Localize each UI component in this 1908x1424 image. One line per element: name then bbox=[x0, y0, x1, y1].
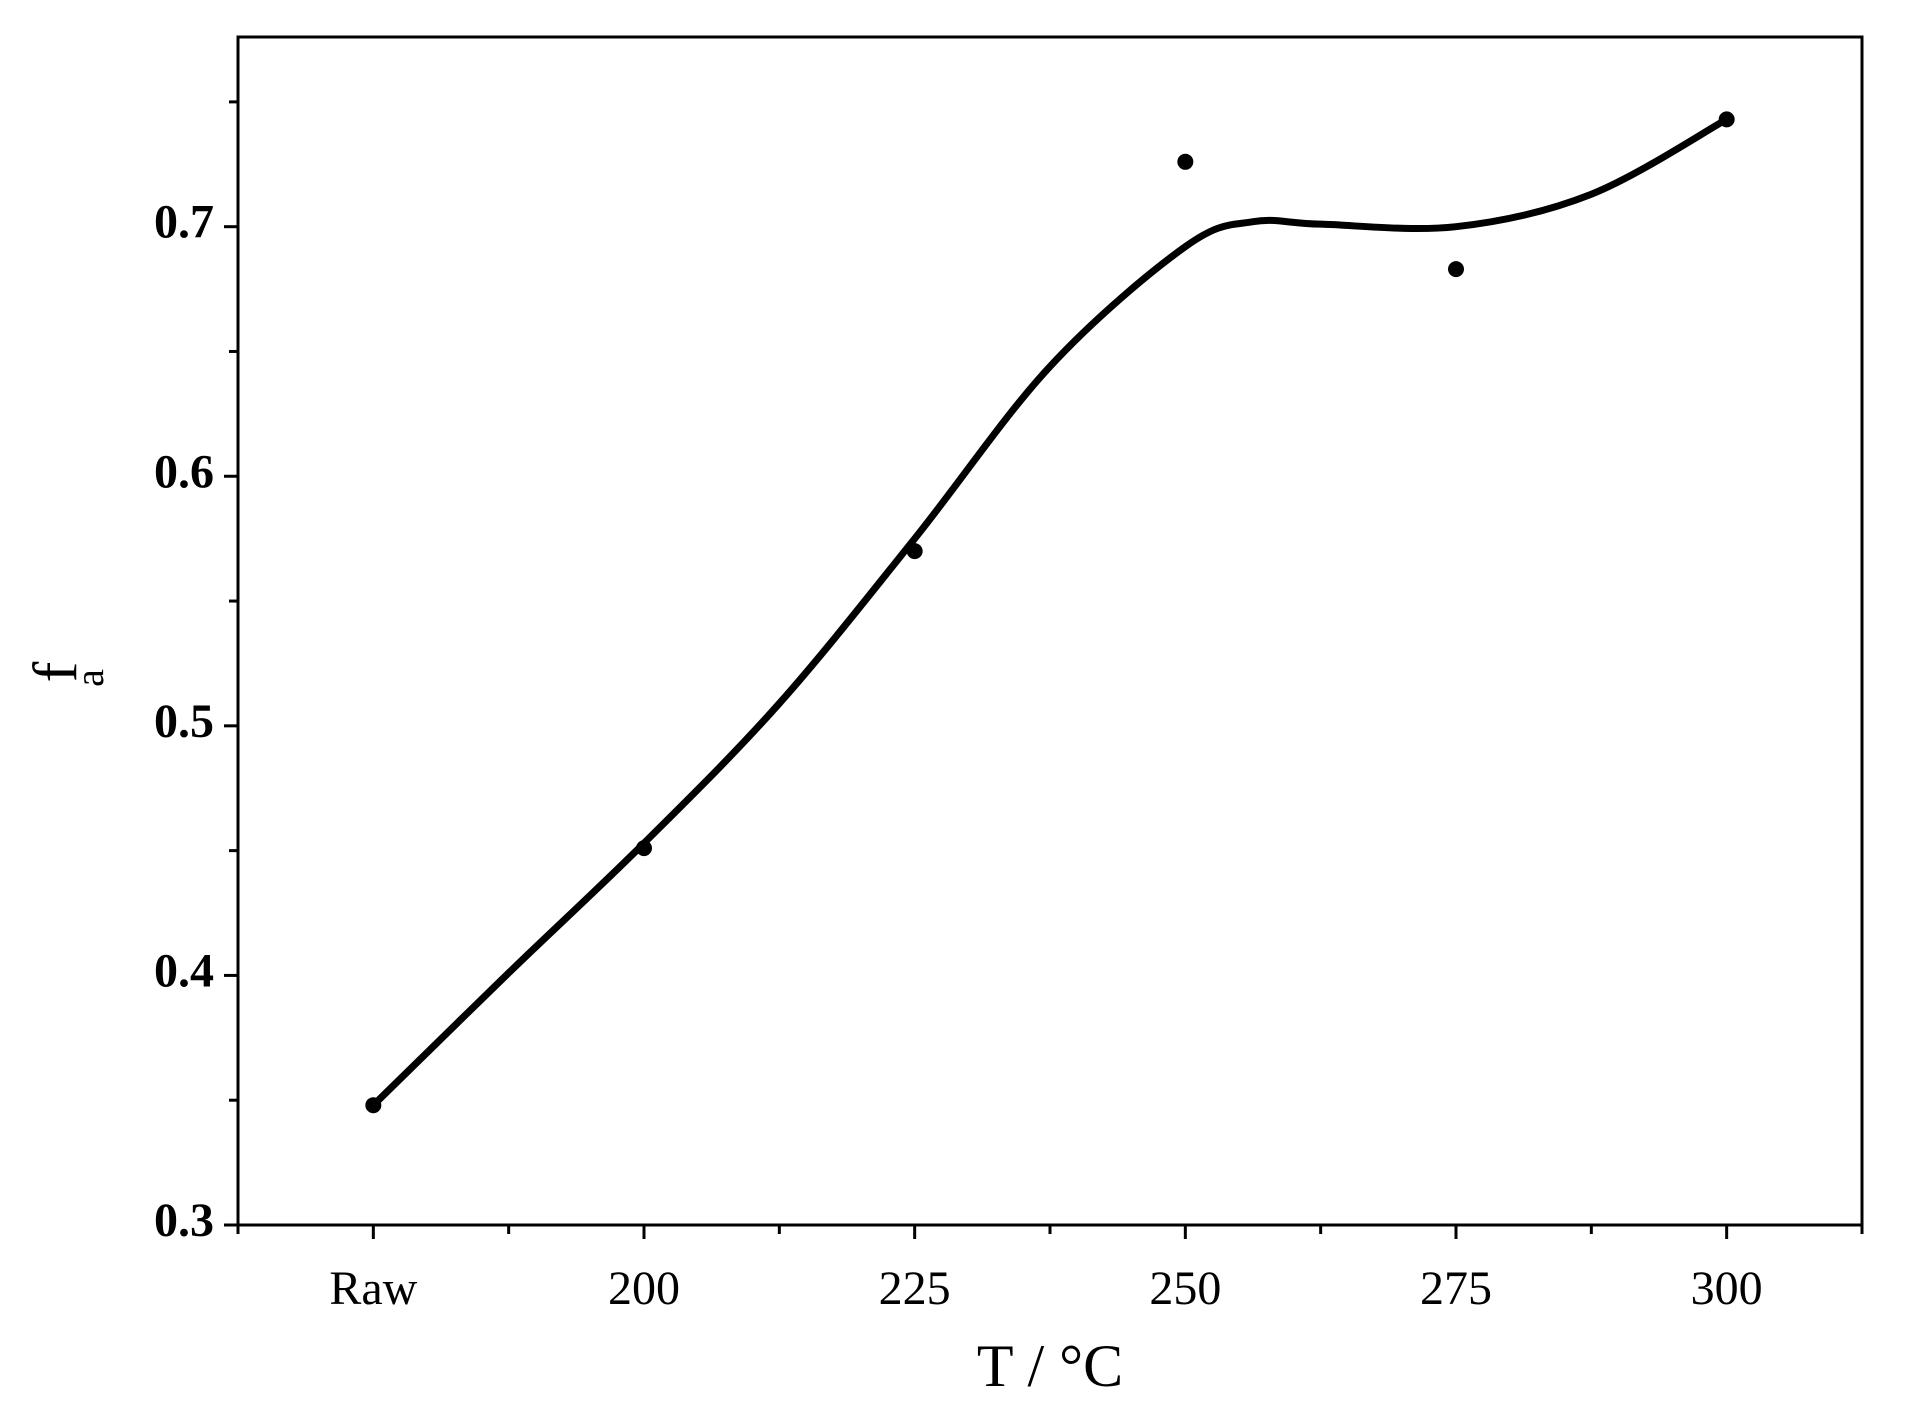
x-axis-title: T / °C bbox=[977, 1333, 1123, 1399]
plot-frame bbox=[236, 35, 1864, 1227]
x-tick-label: Raw bbox=[329, 1262, 417, 1315]
y-axis-title-main: f bbox=[22, 661, 90, 682]
y-axis-title: f a bbox=[22, 661, 112, 687]
x-tick-label: 225 bbox=[879, 1262, 951, 1315]
y-tick-label: 0.4 bbox=[154, 944, 214, 997]
x-tick-label: 300 bbox=[1691, 1262, 1763, 1315]
x-tick-label: 200 bbox=[608, 1262, 680, 1315]
y-tick-label: 0.6 bbox=[154, 445, 214, 498]
x-tick-label: 275 bbox=[1420, 1262, 1492, 1315]
y-tick-label: 0.7 bbox=[154, 196, 214, 249]
y-axis-title-subscript: a bbox=[67, 669, 112, 687]
data-point bbox=[1177, 153, 1194, 170]
fit-curve bbox=[369, 115, 1731, 1109]
x-tick-label: 250 bbox=[1149, 1262, 1221, 1315]
y-tick-label: 0.3 bbox=[154, 1194, 214, 1247]
data-point bbox=[1448, 261, 1464, 278]
y-tick-label: 0.5 bbox=[154, 695, 214, 748]
